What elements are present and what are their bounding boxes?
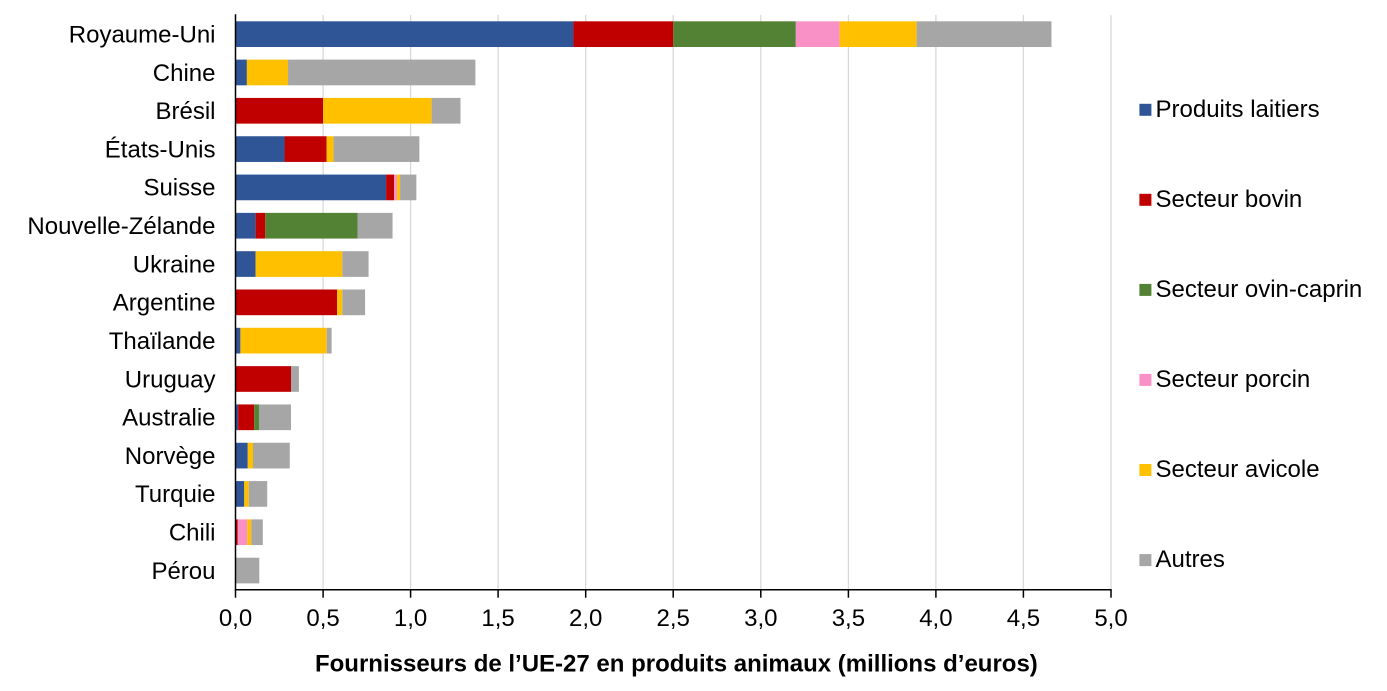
- svg-text:Secteur bovin: Secteur bovin: [1156, 186, 1303, 213]
- svg-text:Secteur ovin-caprin: Secteur ovin-caprin: [1156, 276, 1363, 303]
- svg-text:Autres: Autres: [1156, 546, 1225, 573]
- svg-text:Produits laitiers: Produits laitiers: [1156, 96, 1320, 123]
- svg-text:Fournisseurs de l’UE-27 en pro: Fournisseurs de l’UE-27 en produits anim…: [315, 651, 1038, 678]
- svg-text:4,5: 4,5: [1007, 605, 1040, 632]
- svg-text:3,5: 3,5: [832, 605, 865, 632]
- svg-text:1,5: 1,5: [481, 605, 514, 632]
- svg-text:Chili: Chili: [169, 520, 216, 547]
- svg-text:Secteur porcin: Secteur porcin: [1156, 366, 1311, 393]
- svg-text:4,0: 4,0: [919, 605, 952, 632]
- svg-text:Argentine: Argentine: [113, 290, 216, 317]
- svg-text:2,0: 2,0: [569, 605, 602, 632]
- svg-text:Chine: Chine: [153, 60, 216, 87]
- svg-text:2,5: 2,5: [657, 605, 690, 632]
- svg-text:Pérou: Pérou: [151, 558, 215, 585]
- svg-text:Nouvelle-Zélande: Nouvelle-Zélande: [27, 213, 215, 240]
- svg-text:Thaïlande: Thaïlande: [109, 328, 216, 355]
- svg-text:Uruguay: Uruguay: [125, 366, 216, 393]
- svg-text:Ukraine: Ukraine: [133, 251, 216, 278]
- svg-text:0,0: 0,0: [219, 605, 252, 632]
- svg-text:1,0: 1,0: [394, 605, 427, 632]
- svg-text:Australie: Australie: [122, 405, 215, 432]
- svg-text:Secteur avicole: Secteur avicole: [1156, 456, 1320, 483]
- svg-text:États-Unis: États-Unis: [105, 136, 216, 163]
- svg-text:Suisse: Suisse: [143, 175, 215, 202]
- svg-text:5,0: 5,0: [1094, 605, 1127, 632]
- svg-text:Norvège: Norvège: [125, 443, 216, 470]
- svg-text:Brésil: Brésil: [155, 98, 215, 125]
- svg-text:0,5: 0,5: [306, 605, 339, 632]
- svg-text:Turquie: Turquie: [135, 481, 215, 508]
- svg-text:Royaume-Uni: Royaume-Uni: [69, 22, 216, 49]
- svg-text:3,0: 3,0: [744, 605, 777, 632]
